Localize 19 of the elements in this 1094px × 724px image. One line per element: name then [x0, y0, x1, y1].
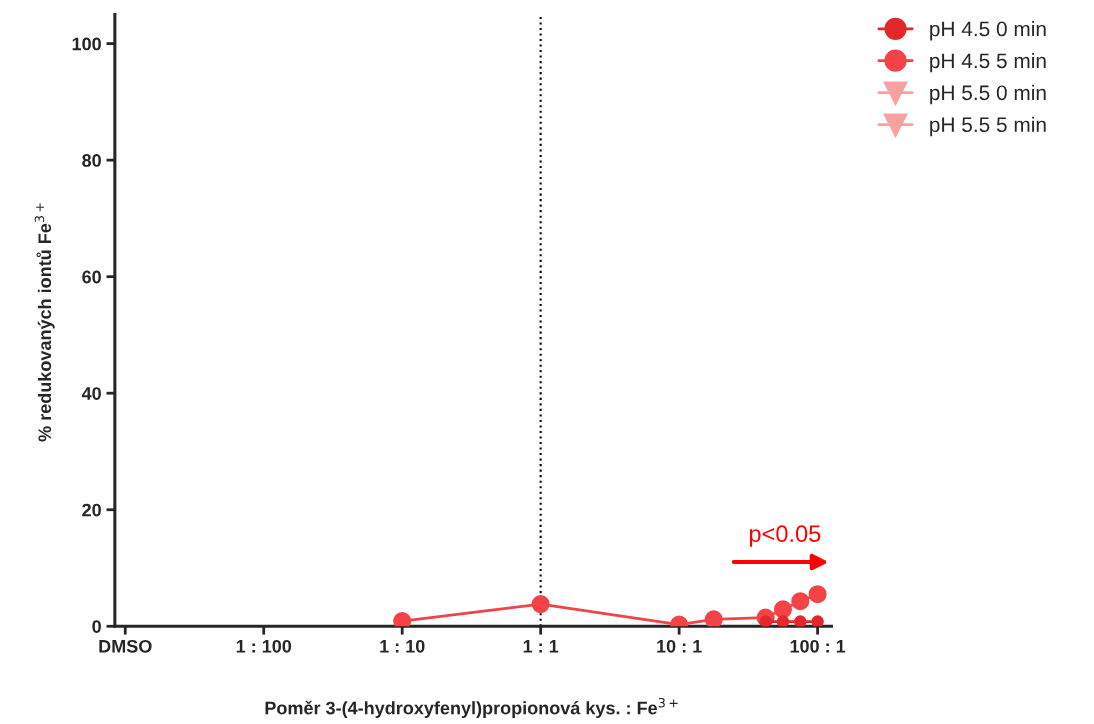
legend-label: pH 5.5 0 min — [930, 84, 1046, 105]
legend-label: pH 4.5 5 min — [930, 52, 1046, 73]
x-axis-title: Poměr 3-(4-hydroxyfenyl)propionová kys. : Fe$^{3+}$ — [265, 697, 678, 718]
x-tick-label: DMSO — [99, 639, 152, 653]
y-tick-label: 20 — [82, 503, 101, 517]
y-tick-label: 60 — [82, 270, 101, 284]
x-tick-label: 1 : 10 — [380, 639, 425, 653]
legend-label: pH 4.5 0 min — [930, 20, 1046, 41]
y-tick-label: 0 — [92, 620, 101, 633]
x-tick-label: 100 : 1 — [790, 639, 846, 653]
x-tick-label: 1 : 100 — [236, 639, 292, 653]
x-tick-label: 1 : 1 — [523, 640, 559, 653]
annotation: p<0.05 — [749, 525, 821, 547]
y-tick-label: 40 — [81, 387, 101, 400]
y-tick-label: 100 — [72, 37, 101, 51]
legend-label: pH 5.5 5 min — [930, 116, 1046, 137]
y-axis-title: % redukovaných iontů Fe$^{3+}$ — [34, 203, 55, 442]
x-tick-label: 10 : 1 — [657, 639, 702, 653]
y-tick-label: 80 — [82, 154, 101, 167]
